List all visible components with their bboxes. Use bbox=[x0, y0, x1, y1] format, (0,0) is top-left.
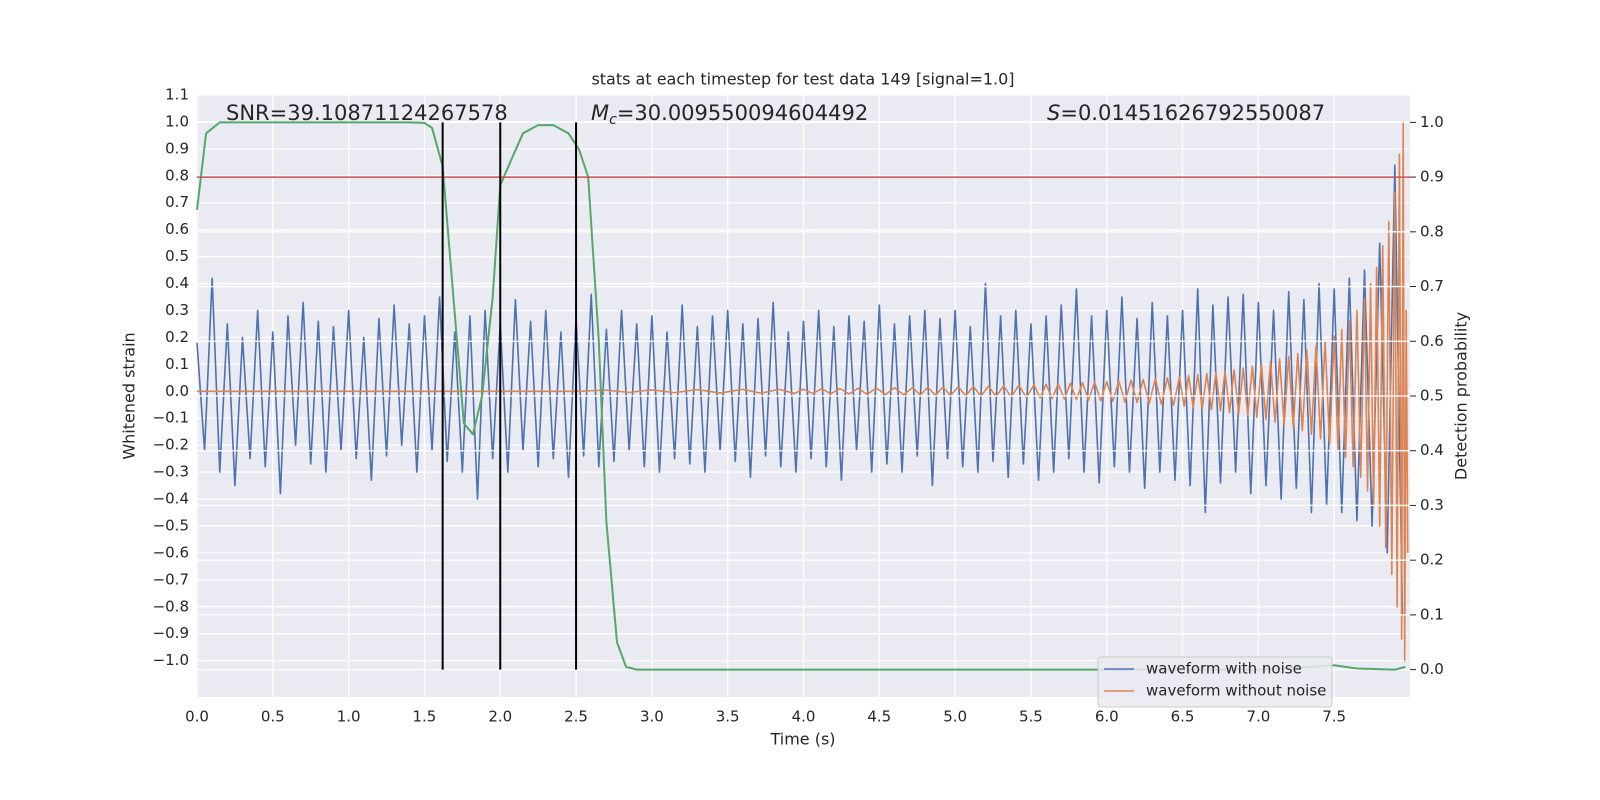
y-tick-label: 0.0 bbox=[165, 382, 189, 400]
x-tick-label: 4.5 bbox=[867, 708, 891, 726]
x-tick-label: 1.0 bbox=[337, 708, 361, 726]
y-tick-label: 0.2 bbox=[165, 328, 189, 346]
annotation-text: =30.009550094604492 bbox=[617, 101, 868, 125]
x-tick-label: 0.0 bbox=[185, 708, 209, 726]
y-tick-label: −1.0 bbox=[153, 651, 189, 669]
x-axis-label: Time (s) bbox=[769, 730, 835, 749]
y-tick-label: −0.1 bbox=[153, 409, 189, 427]
y-tick-label: −0.6 bbox=[153, 543, 189, 561]
y-tick-label: 1.0 bbox=[165, 112, 189, 130]
y-tick-label: 0.8 bbox=[165, 166, 189, 184]
x-tick-label: 5.0 bbox=[943, 708, 967, 726]
annotation-subscript: c bbox=[609, 112, 617, 128]
x-tick-label: 3.5 bbox=[716, 708, 740, 726]
y-tick-label: 0.6 bbox=[165, 220, 189, 238]
x-tick-label: 1.5 bbox=[413, 708, 437, 726]
y-tick-label: −0.9 bbox=[153, 624, 189, 642]
annotation: Mc=30.009550094604492 bbox=[591, 101, 868, 128]
x-tick-label: 4.0 bbox=[792, 708, 816, 726]
y2-tick-label: 0.5 bbox=[1420, 387, 1444, 405]
x-tick-label: 6.5 bbox=[1171, 708, 1195, 726]
y-axis-label: Whitened strain bbox=[120, 332, 139, 459]
y2-tick-label: 0.4 bbox=[1420, 441, 1444, 459]
x-tick-label: 0.5 bbox=[261, 708, 285, 726]
series-line bbox=[196, 121, 1406, 671]
y-tick-label: 0.3 bbox=[165, 301, 189, 319]
x-tick-label: 2.0 bbox=[488, 708, 512, 726]
y-tick-label: 0.5 bbox=[165, 247, 189, 265]
y-tick-label: −0.7 bbox=[153, 570, 189, 588]
y2-tick-label: 0.0 bbox=[1420, 660, 1444, 678]
legend-label: waveform with noise bbox=[1146, 660, 1302, 678]
y-tick-label: 0.1 bbox=[165, 355, 189, 373]
x-tick-label: 7.0 bbox=[1246, 708, 1270, 726]
x-tick-label: 7.5 bbox=[1322, 708, 1346, 726]
annotation: SNR=39.10871124267578 bbox=[226, 101, 508, 125]
y2-tick-label: 0.1 bbox=[1420, 605, 1444, 623]
x-tick-label: 3.0 bbox=[640, 708, 664, 726]
annotation: S=0.01451626792550087 bbox=[1047, 101, 1325, 125]
y-tick-label: 1.1 bbox=[165, 86, 189, 104]
annotation-symbol: S bbox=[1047, 101, 1060, 125]
y-tick-label: −0.2 bbox=[153, 436, 189, 454]
y2-tick-label: 0.3 bbox=[1420, 496, 1444, 514]
y-tick-label: 0.4 bbox=[165, 274, 189, 292]
legend-label: waveform without noise bbox=[1146, 682, 1326, 700]
y-tick-label: 0.9 bbox=[165, 139, 189, 157]
y2-tick-label: 0.8 bbox=[1420, 222, 1444, 240]
y2-tick-label: 1.0 bbox=[1420, 113, 1444, 131]
annotation-symbol: M bbox=[591, 101, 609, 125]
annotation-text: SNR=39.10871124267578 bbox=[226, 101, 508, 125]
y2-tick-label: 0.2 bbox=[1420, 551, 1444, 569]
y2-tick-label: 0.6 bbox=[1420, 332, 1444, 350]
y-tick-label: −0.5 bbox=[153, 516, 189, 534]
series-line bbox=[197, 121, 1409, 662]
y-tick-label: −0.3 bbox=[153, 463, 189, 481]
x-tick-label: 5.5 bbox=[1019, 708, 1043, 726]
chart-title: stats at each timestep for test data 149… bbox=[591, 70, 1014, 89]
y2-tick-label: 0.9 bbox=[1420, 168, 1444, 186]
y2-axis-label: Detection probability bbox=[1452, 312, 1471, 480]
x-tick-label: 6.0 bbox=[1095, 708, 1119, 726]
y-tick-label: −0.8 bbox=[153, 597, 189, 615]
y-tick-label: −0.4 bbox=[153, 490, 189, 508]
legend-box bbox=[1097, 656, 1333, 708]
x-tick-label: 2.5 bbox=[564, 708, 588, 726]
y-tick-label: 0.7 bbox=[165, 193, 189, 211]
y2-tick-label: 0.7 bbox=[1420, 277, 1444, 295]
annotation-text: =0.01451626792550087 bbox=[1060, 101, 1325, 125]
